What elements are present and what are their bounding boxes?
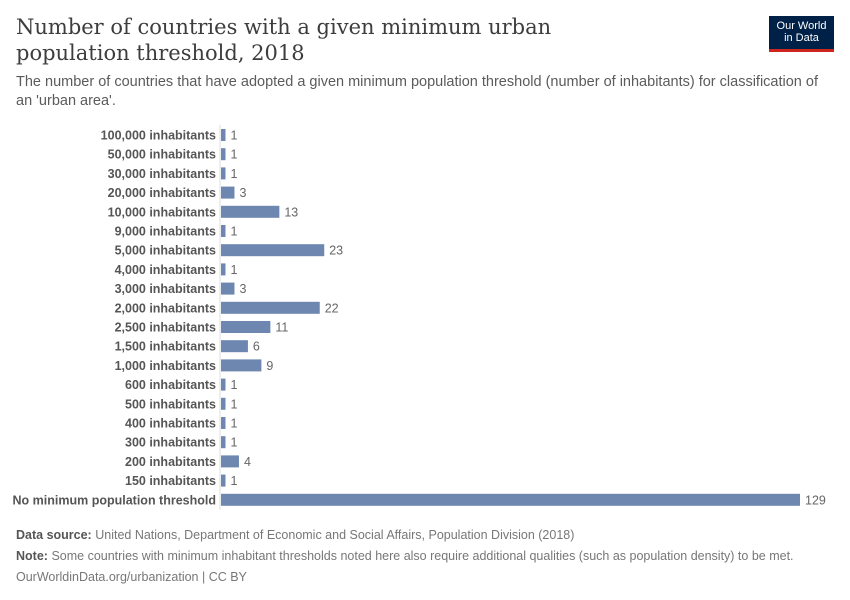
category-label: No minimum population threshold [13,493,216,507]
owid-logo[interactable]: Our World in Data [769,16,834,52]
bar[interactable] [221,148,226,161]
data-label: 13 [284,205,298,219]
data-label: 1 [230,417,237,431]
bar[interactable] [221,205,280,218]
data-label: 129 [805,493,826,507]
data-label: 1 [230,129,237,143]
source-text: United Nations, Department of Economic a… [95,528,575,542]
data-label: 3 [239,282,246,296]
category-label: 2,000 inhabitants [115,301,216,315]
category-label: 3,000 inhabitants [115,282,216,296]
bar[interactable] [221,359,262,372]
data-label: 1 [230,263,237,277]
bar[interactable] [221,225,226,237]
category-label: 200 inhabitants [125,455,216,469]
category-label: 300 inhabitants [125,436,216,450]
bar[interactable] [221,436,226,449]
category-label: 5,000 inhabitants [115,244,216,258]
data-label: 9 [266,359,273,373]
category-label: 4,000 inhabitants [115,263,216,277]
data-source: Data source: United Nations, Department … [16,528,574,542]
data-label: 1 [230,167,237,181]
bar[interactable] [221,263,226,276]
bar[interactable] [221,340,248,353]
data-label: 1 [230,225,237,239]
category-label: 100,000 inhabitants [101,129,216,143]
data-label: 1 [230,378,237,392]
source-url[interactable]: OurWorldinData.org/urbanization | CC BY [16,570,247,584]
data-label: 1 [230,474,237,488]
data-label: 1 [230,397,237,411]
data-label: 22 [325,301,339,315]
bar[interactable] [221,282,235,295]
data-label: 1 [230,148,237,162]
bar[interactable] [221,186,235,199]
bar[interactable] [221,493,800,506]
chart-title: Number of countries with a given minimum… [16,15,552,65]
bar[interactable] [221,321,271,333]
category-label: 1,500 inhabitants [115,340,216,354]
category-label: 150 inhabitants [125,474,216,488]
category-label: 9,000 inhabitants [115,225,216,239]
category-label: 1,000 inhabitants [115,359,216,373]
chart-subtitle: The number of countries that have adopte… [16,74,818,109]
source-label: Data source: [16,528,92,542]
note-label: Note: [16,549,48,563]
data-label: 11 [275,321,288,335]
category-label: 10,000 inhabitants [108,205,216,219]
bar[interactable] [221,378,226,391]
note-text: Some countries with minimum inhabitant t… [51,549,794,563]
data-label: 3 [239,186,246,200]
category-label: 500 inhabitants [125,397,216,411]
category-label: 600 inhabitants [125,378,216,392]
bar[interactable] [221,397,226,410]
category-label: 2,500 inhabitants [115,321,216,335]
category-label: 50,000 inhabitants [108,148,216,162]
category-label: 30,000 inhabitants [108,167,216,181]
note: Note: Some countries with minimum inhabi… [16,549,794,563]
bar[interactable] [221,455,239,468]
data-label: 23 [329,244,343,258]
category-label: 20,000 inhabitants [108,186,216,200]
bar[interactable] [221,167,226,180]
bar[interactable] [221,301,320,314]
bar[interactable] [221,129,226,141]
bar[interactable] [221,244,325,257]
bar[interactable] [221,474,226,487]
data-label: 1 [230,436,237,450]
data-label: 4 [244,455,251,469]
category-label: 400 inhabitants [125,417,216,431]
data-label: 6 [253,340,260,354]
bar[interactable] [221,417,226,429]
